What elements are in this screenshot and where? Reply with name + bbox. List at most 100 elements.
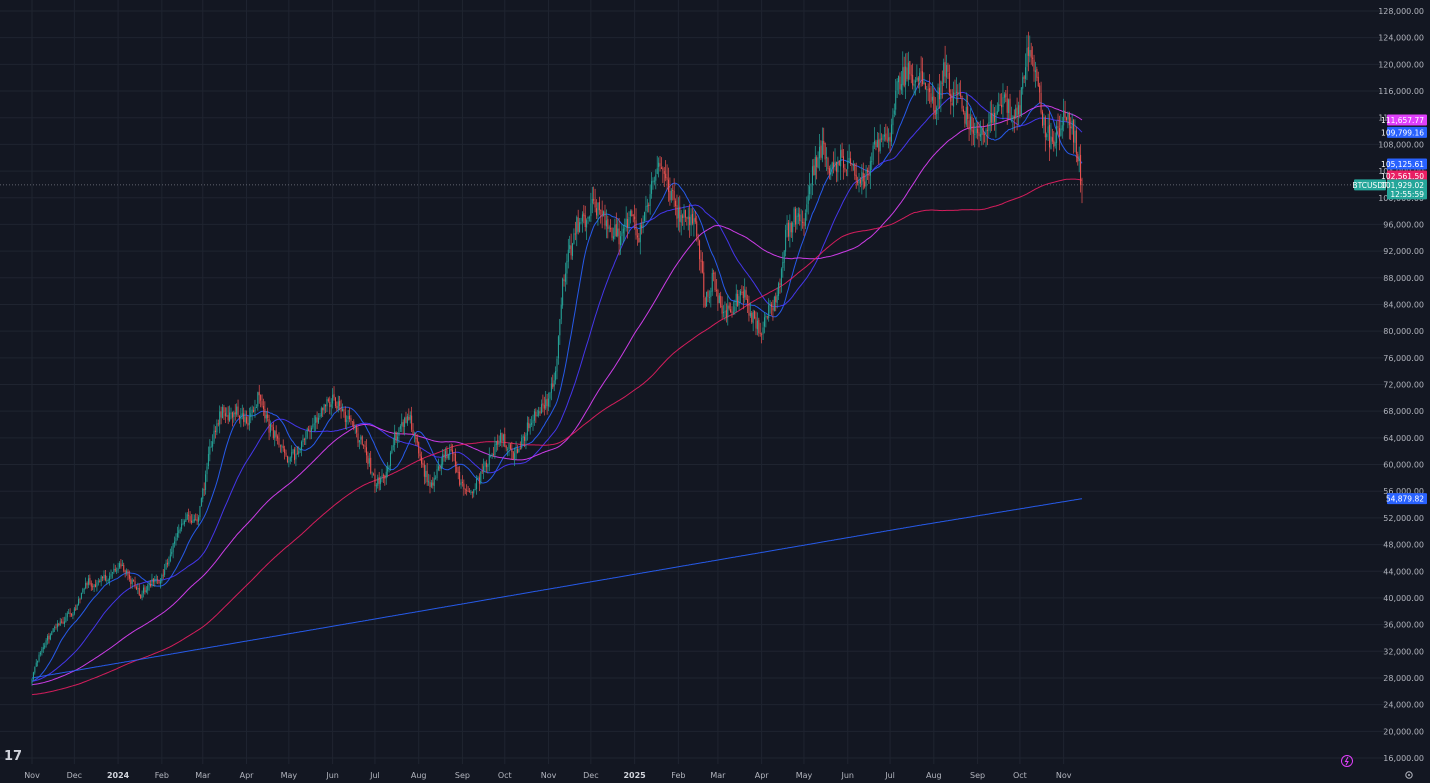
candle xyxy=(632,213,634,223)
candle xyxy=(826,147,828,172)
candle xyxy=(209,439,211,462)
settings-gear-icon[interactable] xyxy=(1405,771,1413,779)
tradingview-logo[interactable]: 17 xyxy=(4,749,22,764)
candle xyxy=(600,209,602,224)
candle xyxy=(655,169,657,190)
candle xyxy=(85,577,87,590)
candle xyxy=(667,167,669,202)
candle xyxy=(800,209,802,231)
candle xyxy=(998,92,1000,113)
candle xyxy=(621,223,623,246)
candle xyxy=(830,164,832,181)
price-tick-label: 124,000.00 xyxy=(1378,34,1424,43)
candle xyxy=(196,513,198,525)
candle xyxy=(964,110,966,128)
candle xyxy=(968,113,970,141)
candle xyxy=(498,435,500,447)
candle xyxy=(786,215,788,238)
price-tick-label: 44,000.00 xyxy=(1383,567,1424,576)
candle xyxy=(1036,66,1038,82)
ma-price-badge: 111,657.77 xyxy=(1381,114,1427,126)
candle xyxy=(467,486,469,492)
candle xyxy=(782,252,784,278)
candle xyxy=(699,239,701,271)
candle xyxy=(831,161,833,177)
candle xyxy=(76,603,78,610)
candle xyxy=(251,405,253,421)
candle xyxy=(104,569,106,582)
candle xyxy=(284,445,286,460)
candle xyxy=(874,127,876,149)
candle xyxy=(294,447,296,464)
candle xyxy=(402,419,404,434)
time-axis[interactable]: Nov Dec 2024 Feb Mar Apr May Jun Jul Aug Sep Oct Nov… xyxy=(24,771,1072,780)
candle xyxy=(99,579,101,583)
time-tick-label: Feb xyxy=(671,771,685,780)
ma-price-badge: 105,125.61 xyxy=(1381,158,1427,170)
candle xyxy=(308,425,310,432)
candle xyxy=(480,471,482,485)
ma-price-badge: 54,879.82 xyxy=(1386,493,1427,505)
candle xyxy=(827,156,829,175)
candle xyxy=(1074,119,1076,153)
candle xyxy=(734,299,736,315)
candle xyxy=(42,643,44,653)
candle xyxy=(169,548,171,563)
candle xyxy=(291,445,293,462)
candle xyxy=(691,208,693,226)
candle xyxy=(872,142,874,165)
candle xyxy=(1039,82,1041,104)
candle xyxy=(569,235,571,254)
candle xyxy=(128,570,130,582)
candle xyxy=(641,218,643,235)
candle xyxy=(188,508,190,523)
candle xyxy=(373,472,375,476)
candle xyxy=(557,335,559,365)
candle xyxy=(1016,97,1018,131)
candle xyxy=(620,230,622,255)
candle xyxy=(391,444,393,455)
candle xyxy=(116,567,118,575)
candle xyxy=(1019,90,1021,119)
candle xyxy=(1034,61,1036,88)
candle xyxy=(977,121,979,140)
candle xyxy=(433,471,435,493)
candle xyxy=(717,288,719,311)
price-tick-label: 88,000.00 xyxy=(1383,274,1424,283)
candle xyxy=(299,447,301,453)
candle xyxy=(216,419,218,436)
candle xyxy=(1050,122,1052,150)
candle xyxy=(432,477,434,489)
candle xyxy=(754,310,756,320)
candle xyxy=(325,404,327,414)
candle xyxy=(124,569,126,578)
candle xyxy=(649,184,651,215)
price-tick-label: 108,000.00 xyxy=(1378,140,1424,149)
candle xyxy=(436,463,438,481)
candle xyxy=(65,612,67,623)
candle xyxy=(878,132,880,165)
candle xyxy=(82,587,84,594)
candle xyxy=(364,440,366,453)
candle xyxy=(367,451,369,470)
candle xyxy=(803,218,805,236)
candle xyxy=(614,218,616,240)
candle xyxy=(651,172,653,199)
ma-50-line xyxy=(31,91,1083,682)
candle xyxy=(929,74,931,104)
candle xyxy=(182,518,184,526)
candle-layer xyxy=(31,31,1083,686)
candle xyxy=(988,112,990,137)
flash-icon[interactable] xyxy=(1341,755,1353,767)
candle xyxy=(288,456,290,468)
grid-layer xyxy=(0,0,1386,764)
candle xyxy=(1041,109,1043,129)
candle xyxy=(840,144,842,181)
candle xyxy=(227,406,229,425)
candle xyxy=(127,569,129,581)
candle xyxy=(761,332,763,344)
candle xyxy=(893,103,895,118)
candle xyxy=(795,206,797,233)
